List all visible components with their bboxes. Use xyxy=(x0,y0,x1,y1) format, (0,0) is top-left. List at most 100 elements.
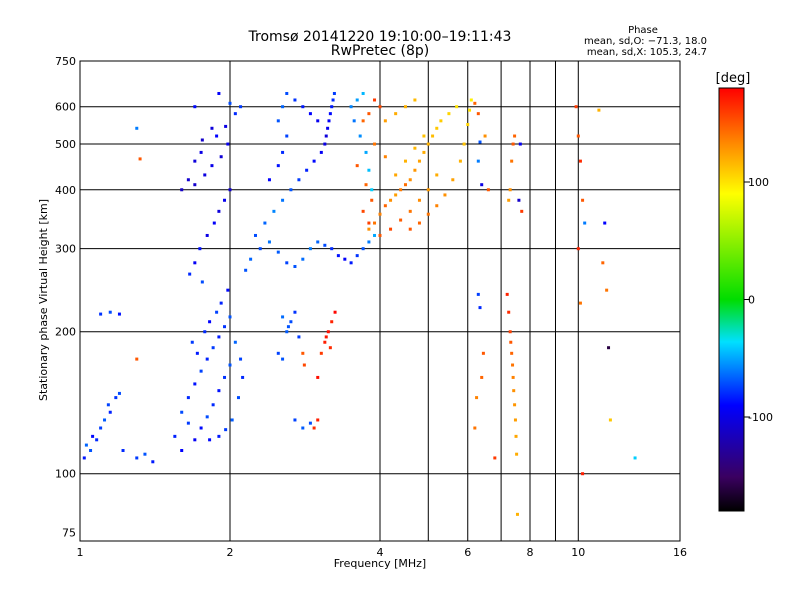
data-point xyxy=(210,126,214,130)
data-point xyxy=(211,346,215,350)
data-point xyxy=(205,233,209,237)
data-point xyxy=(193,159,197,163)
data-point xyxy=(253,233,257,237)
data-point xyxy=(228,101,232,105)
data-point xyxy=(597,108,601,112)
plot-frame xyxy=(79,60,681,542)
data-point xyxy=(383,204,387,208)
x-tick-label: 10 xyxy=(571,546,585,559)
data-point xyxy=(513,418,517,422)
data-point xyxy=(215,310,219,314)
data-point xyxy=(603,221,607,225)
data-point xyxy=(190,340,194,344)
data-point xyxy=(509,340,513,344)
data-point xyxy=(319,351,323,355)
x-tick-label: 16 xyxy=(673,546,687,559)
data-point xyxy=(512,389,516,393)
data-point xyxy=(316,418,320,422)
data-point xyxy=(426,142,430,146)
data-point xyxy=(224,428,228,432)
data-point xyxy=(451,178,455,182)
data-point xyxy=(200,138,204,142)
data-point xyxy=(135,126,139,130)
y-tick-label: 600 xyxy=(55,101,76,114)
data-point xyxy=(308,247,312,251)
data-point xyxy=(576,247,580,251)
data-point xyxy=(223,375,227,379)
data-point xyxy=(89,448,93,452)
colorbar xyxy=(718,87,745,512)
grid xyxy=(80,61,680,541)
data-point xyxy=(223,325,227,329)
data-point xyxy=(84,443,88,447)
data-point xyxy=(468,108,472,112)
data-point xyxy=(236,396,240,400)
data-point xyxy=(394,112,398,116)
data-point xyxy=(413,146,417,150)
data-point xyxy=(199,150,203,154)
data-point xyxy=(198,247,202,251)
data-point xyxy=(367,112,371,116)
data-point xyxy=(217,389,221,393)
data-point xyxy=(193,183,197,187)
data-point xyxy=(297,335,301,339)
data-point xyxy=(403,105,407,109)
data-point xyxy=(208,320,212,324)
data-point xyxy=(373,233,377,237)
y-tick-label: 75 xyxy=(62,527,76,540)
data-point xyxy=(301,105,305,109)
data-point xyxy=(507,310,511,314)
data-point xyxy=(510,159,514,163)
data-point xyxy=(297,178,301,182)
data-point xyxy=(422,150,426,154)
data-point xyxy=(511,142,515,146)
data-point xyxy=(332,91,336,95)
chart-title: Tromsø 20141220 19:10:00–19:11:43 xyxy=(248,29,512,45)
data-point xyxy=(114,396,118,400)
data-point xyxy=(285,134,289,138)
data-point xyxy=(486,188,490,192)
data-point xyxy=(286,325,290,329)
data-point xyxy=(439,119,443,123)
data-point xyxy=(417,198,421,202)
data-point xyxy=(289,188,293,192)
data-point xyxy=(272,209,276,213)
data-point xyxy=(403,159,407,163)
data-point xyxy=(435,204,439,208)
data-point xyxy=(373,98,377,102)
data-point xyxy=(513,403,517,407)
data-point xyxy=(281,315,285,319)
data-points xyxy=(82,91,637,516)
data-point xyxy=(186,421,190,425)
data-point xyxy=(608,418,612,422)
data-point xyxy=(323,340,327,344)
data-point xyxy=(349,261,353,265)
data-point xyxy=(186,396,190,400)
data-point xyxy=(199,369,203,373)
data-point xyxy=(212,221,216,225)
data-point xyxy=(333,310,337,314)
data-point xyxy=(476,292,480,296)
data-point xyxy=(103,418,107,422)
data-point xyxy=(478,306,482,310)
data-point xyxy=(417,159,421,163)
data-point xyxy=(217,335,221,339)
data-point xyxy=(205,357,209,361)
data-point xyxy=(508,330,512,334)
data-point xyxy=(518,142,522,146)
colorbar-tick-label: 100 xyxy=(748,176,769,189)
data-point xyxy=(316,240,320,244)
data-point xyxy=(413,98,417,102)
data-point xyxy=(576,134,580,138)
data-point xyxy=(95,438,99,442)
data-point xyxy=(239,357,243,361)
data-point xyxy=(581,198,585,202)
data-point xyxy=(478,140,482,144)
data-point xyxy=(285,91,289,95)
data-point xyxy=(308,112,312,116)
data-point xyxy=(417,221,421,225)
data-point xyxy=(316,375,320,379)
data-point xyxy=(293,418,297,422)
data-point xyxy=(515,452,519,456)
y-axis-label: Stationary phase Virtual Height [km] xyxy=(37,199,50,401)
